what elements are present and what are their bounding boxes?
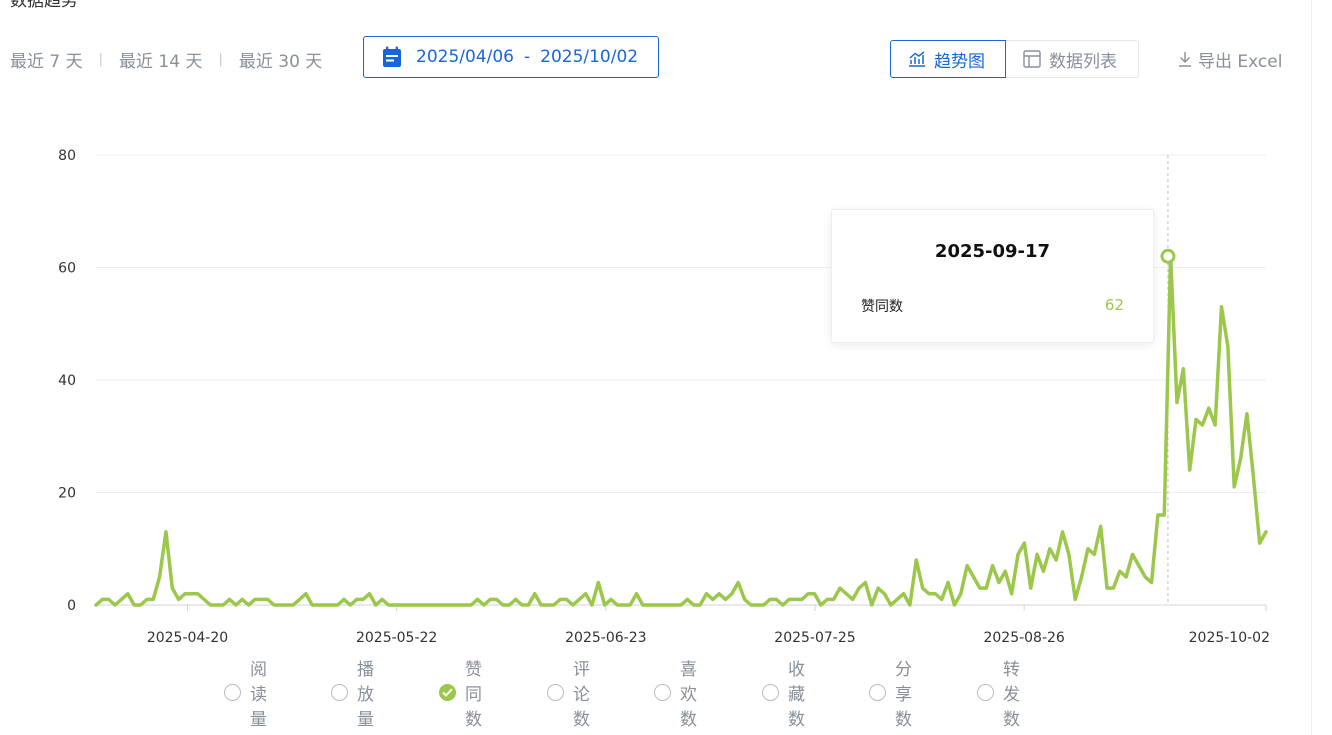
- tooltip-date: 2025-09-17: [934, 241, 1051, 262]
- trend-view-button[interactable]: 趋势图: [890, 40, 1006, 78]
- x-tick-label: 2025-06-23: [565, 630, 646, 646]
- trend-chart-icon: [909, 51, 925, 67]
- metric-label: 赞同数: [465, 659, 482, 730]
- metric-label: 评论数: [573, 659, 590, 730]
- date-range-picker[interactable]: 2025/04/06 - 2025/10/02: [363, 36, 659, 78]
- check-circle-icon[interactable]: [439, 683, 456, 701]
- list-view-button[interactable]: 数据列表: [1006, 40, 1139, 78]
- metric-label: 播放量: [357, 659, 374, 730]
- metric-option[interactable]: 转发数: [977, 660, 1020, 730]
- metric-option[interactable]: 分享数: [869, 660, 912, 730]
- metric-option[interactable]: 评论数: [547, 660, 590, 730]
- download-icon: [1179, 52, 1191, 67]
- radio-circle[interactable]: [224, 683, 241, 701]
- metric-option[interactable]: 喜欢数: [654, 660, 697, 730]
- metric-option[interactable]: 播放量: [331, 660, 374, 730]
- chart-tooltip: 2025-09-17 赞同数 62: [831, 209, 1154, 343]
- tooltip-series-value: 62: [1104, 296, 1124, 314]
- list-view-label: 数据列表: [1049, 51, 1117, 72]
- radio-circle[interactable]: [654, 683, 671, 701]
- radio-circle[interactable]: [762, 683, 779, 701]
- highlight-point: [1160, 248, 1176, 264]
- view-toggle: 趋势图 数据列表: [890, 40, 1139, 78]
- table-icon: [1023, 50, 1041, 68]
- metric-option[interactable]: 赞同数: [439, 660, 482, 730]
- y-tick-label: 80: [58, 148, 76, 164]
- metric-label: 阅读量: [250, 659, 267, 730]
- trend-view-label: 趋势图: [934, 51, 985, 72]
- range-14-days[interactable]: 最近 14 天: [119, 51, 203, 72]
- date-range-start: 2025/04/06: [416, 47, 514, 67]
- panel-right-border: [1311, 0, 1312, 735]
- range-7-days[interactable]: 最近 7 天: [10, 51, 83, 72]
- y-tick-label: 40: [58, 373, 76, 389]
- range-separator: |: [98, 51, 104, 67]
- metric-option[interactable]: 收藏数: [762, 660, 805, 730]
- radio-circle[interactable]: [331, 683, 348, 701]
- date-range-end: 2025/10/02: [540, 47, 639, 67]
- metric-label: 转发数: [1003, 659, 1020, 730]
- series-line: [94, 254, 1268, 607]
- x-tick-label: 2025-04-20: [147, 630, 228, 646]
- range-30-days[interactable]: 最近 30 天: [238, 51, 323, 72]
- metric-label: 喜欢数: [680, 659, 697, 730]
- x-tick-label: 2025-05-22: [356, 630, 437, 646]
- metric-option[interactable]: 阅读量: [224, 660, 267, 730]
- y-tick-label: 20: [58, 486, 76, 502]
- x-tick-label: 2025-10-02: [1189, 630, 1270, 646]
- range-separator: |: [218, 51, 223, 67]
- metric-label: 分享数: [895, 659, 912, 730]
- y-tick-label: 0: [67, 598, 76, 614]
- radio-circle[interactable]: [547, 683, 564, 701]
- quick-range-group: 最近 7 天 | 最近 14 天 | 最近 30 天: [10, 46, 322, 72]
- section-title: 数据趋势: [10, 0, 78, 11]
- radio-circle[interactable]: [869, 683, 886, 701]
- metric-label: 收藏数: [788, 659, 805, 730]
- export-label: 导出 Excel: [1198, 51, 1283, 72]
- radio-circle[interactable]: [977, 683, 994, 701]
- x-tick-label: 2025-07-25: [774, 630, 855, 646]
- x-tick-label: 2025-08-26: [983, 630, 1064, 646]
- export-excel-button[interactable]: 导出 Excel: [1178, 46, 1282, 72]
- date-range-separator: -: [523, 47, 531, 67]
- y-tick-label: 60: [58, 261, 76, 277]
- tooltip-series-label: 赞同数: [861, 299, 903, 315]
- calendar-icon: [383, 46, 401, 67]
